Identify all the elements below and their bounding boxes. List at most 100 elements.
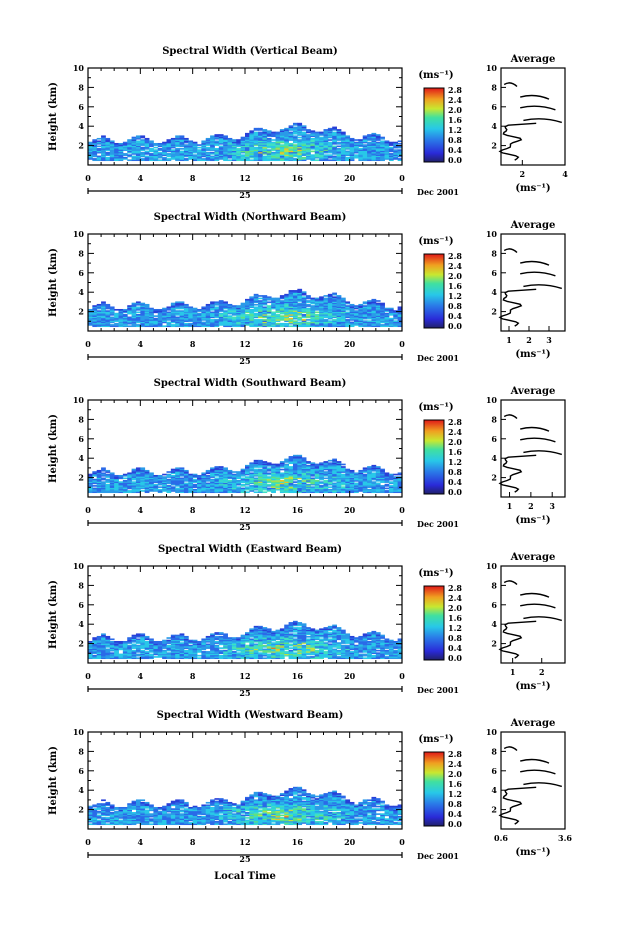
heatmap-cell: [183, 472, 189, 475]
heatmap-cell: [275, 476, 281, 478]
heatmap-cell: [327, 293, 333, 296]
heatmap-cell: [375, 158, 381, 160]
heatmap-cell: [157, 651, 163, 653]
heatmap-cell: [227, 637, 233, 639]
heatmap-cell: [114, 651, 119, 653]
heatmap-cell: [380, 153, 385, 155]
heatmap-cell: [388, 312, 394, 315]
heatmap-cell: [201, 325, 207, 328]
heatmap-cell: [166, 656, 172, 658]
heatmap-cell: [297, 302, 303, 305]
heatmap-cell: [96, 320, 102, 322]
heatmap-cell: [227, 144, 233, 146]
heatmap-cell: [210, 140, 215, 143]
heatmap-cell: [170, 490, 176, 492]
heatmap-cell: [188, 315, 194, 317]
heatmap-cell: [319, 158, 324, 160]
heatmap-cell: [144, 319, 150, 321]
heatmap-cell: [223, 483, 228, 486]
heatmap-cell: [375, 314, 381, 316]
heatmap-cell: [166, 647, 172, 649]
heatmap-cell: [384, 324, 390, 326]
heatmap-cell: [96, 482, 102, 485]
heatmap-cell: [118, 647, 124, 649]
heatmap-cell: [231, 149, 237, 151]
heatmap-cell: [135, 301, 141, 304]
heatmap-cell: [162, 644, 167, 647]
heatmap-cell: [201, 477, 207, 480]
heatmap-cell: [179, 473, 185, 476]
heatmap-cell: [131, 647, 137, 649]
heatmap-cell: [218, 472, 224, 475]
heatmap-cell: [349, 156, 355, 159]
heatmap-cell: [371, 316, 377, 319]
heatmap-cell: [310, 135, 316, 138]
heatmap-cell: [236, 477, 242, 480]
heatmap-cell: [210, 324, 215, 326]
heatmap-cell: [306, 308, 311, 311]
heatmap-cell: [323, 303, 329, 306]
heatmap-cell: [288, 132, 294, 135]
heatmap-cell: [101, 644, 106, 647]
heatmap-cell: [122, 488, 128, 491]
heatmap-cell: [393, 473, 399, 476]
heatmap-cell: [131, 308, 137, 311]
heatmap-cell: [279, 136, 285, 139]
heatmap-cell: [266, 469, 272, 472]
heatmap-cell: [227, 471, 233, 473]
heatmap-cell: [236, 648, 242, 651]
heatmap-cell: [358, 149, 364, 151]
heatmap-cell: [288, 135, 294, 138]
heatmap-cell: [170, 468, 176, 471]
heatmap-cell: [175, 482, 180, 485]
heatmap-cell: [362, 301, 368, 304]
heatmap-cell: [240, 656, 246, 658]
heatmap-cell: [271, 319, 276, 321]
heatmap-cell: [88, 158, 93, 160]
heatmap-cell: [170, 137, 176, 140]
heatmap-cell: [162, 490, 167, 492]
heatmap-cell: [288, 127, 294, 130]
heatmap-cell: [218, 491, 224, 494]
heatmap-cell: [105, 305, 111, 307]
heatmap-cell: [101, 491, 106, 494]
heatmap-cell: [371, 488, 377, 491]
heatmap-cell: [297, 457, 303, 459]
heatmap-cell: [310, 324, 316, 326]
heatmap-cell: [323, 324, 329, 326]
heatmap-cell: [114, 315, 119, 317]
heatmap-cell: [253, 481, 259, 483]
heatmap-cell: [345, 324, 351, 326]
heatmap-cell: [345, 145, 351, 148]
heatmap-cell: [275, 159, 281, 162]
heatmap-cell: [367, 316, 372, 319]
heatmap-cell: [223, 324, 228, 326]
heatmap-cell: [101, 158, 106, 160]
heatmap-cell: [192, 653, 198, 656]
heatmap-cell: [336, 463, 342, 466]
heatmap-cell: [214, 136, 220, 139]
heatmap-cell: [188, 156, 194, 159]
heatmap-cell: [149, 324, 154, 326]
heatmap-cell: [201, 310, 207, 312]
heatmap-cell: [336, 130, 342, 133]
heatmap-cell: [197, 640, 202, 643]
heatmap-cell: [279, 135, 285, 138]
heatmap-cell: [118, 146, 124, 149]
heatmap-cell: [258, 134, 263, 136]
heatmap-cell: [284, 463, 290, 466]
heatmap-cell: [367, 314, 372, 316]
heatmap-cell: [249, 140, 255, 143]
heatmap-cell: [279, 481, 285, 483]
heatmap-cell: [223, 482, 228, 485]
heatmap-cell: [332, 140, 337, 143]
heatmap-cell: [240, 149, 246, 151]
y-axis-label: Height (km): [48, 248, 59, 317]
heatmap-cell: [166, 155, 172, 158]
heatmap-cell: [292, 155, 298, 158]
heatmap-cell: [144, 637, 150, 639]
heatmap-cell: [240, 150, 246, 153]
heatmap-cell: [192, 319, 198, 321]
heatmap-cell: [149, 311, 154, 314]
heatmap-cell: [210, 643, 215, 646]
